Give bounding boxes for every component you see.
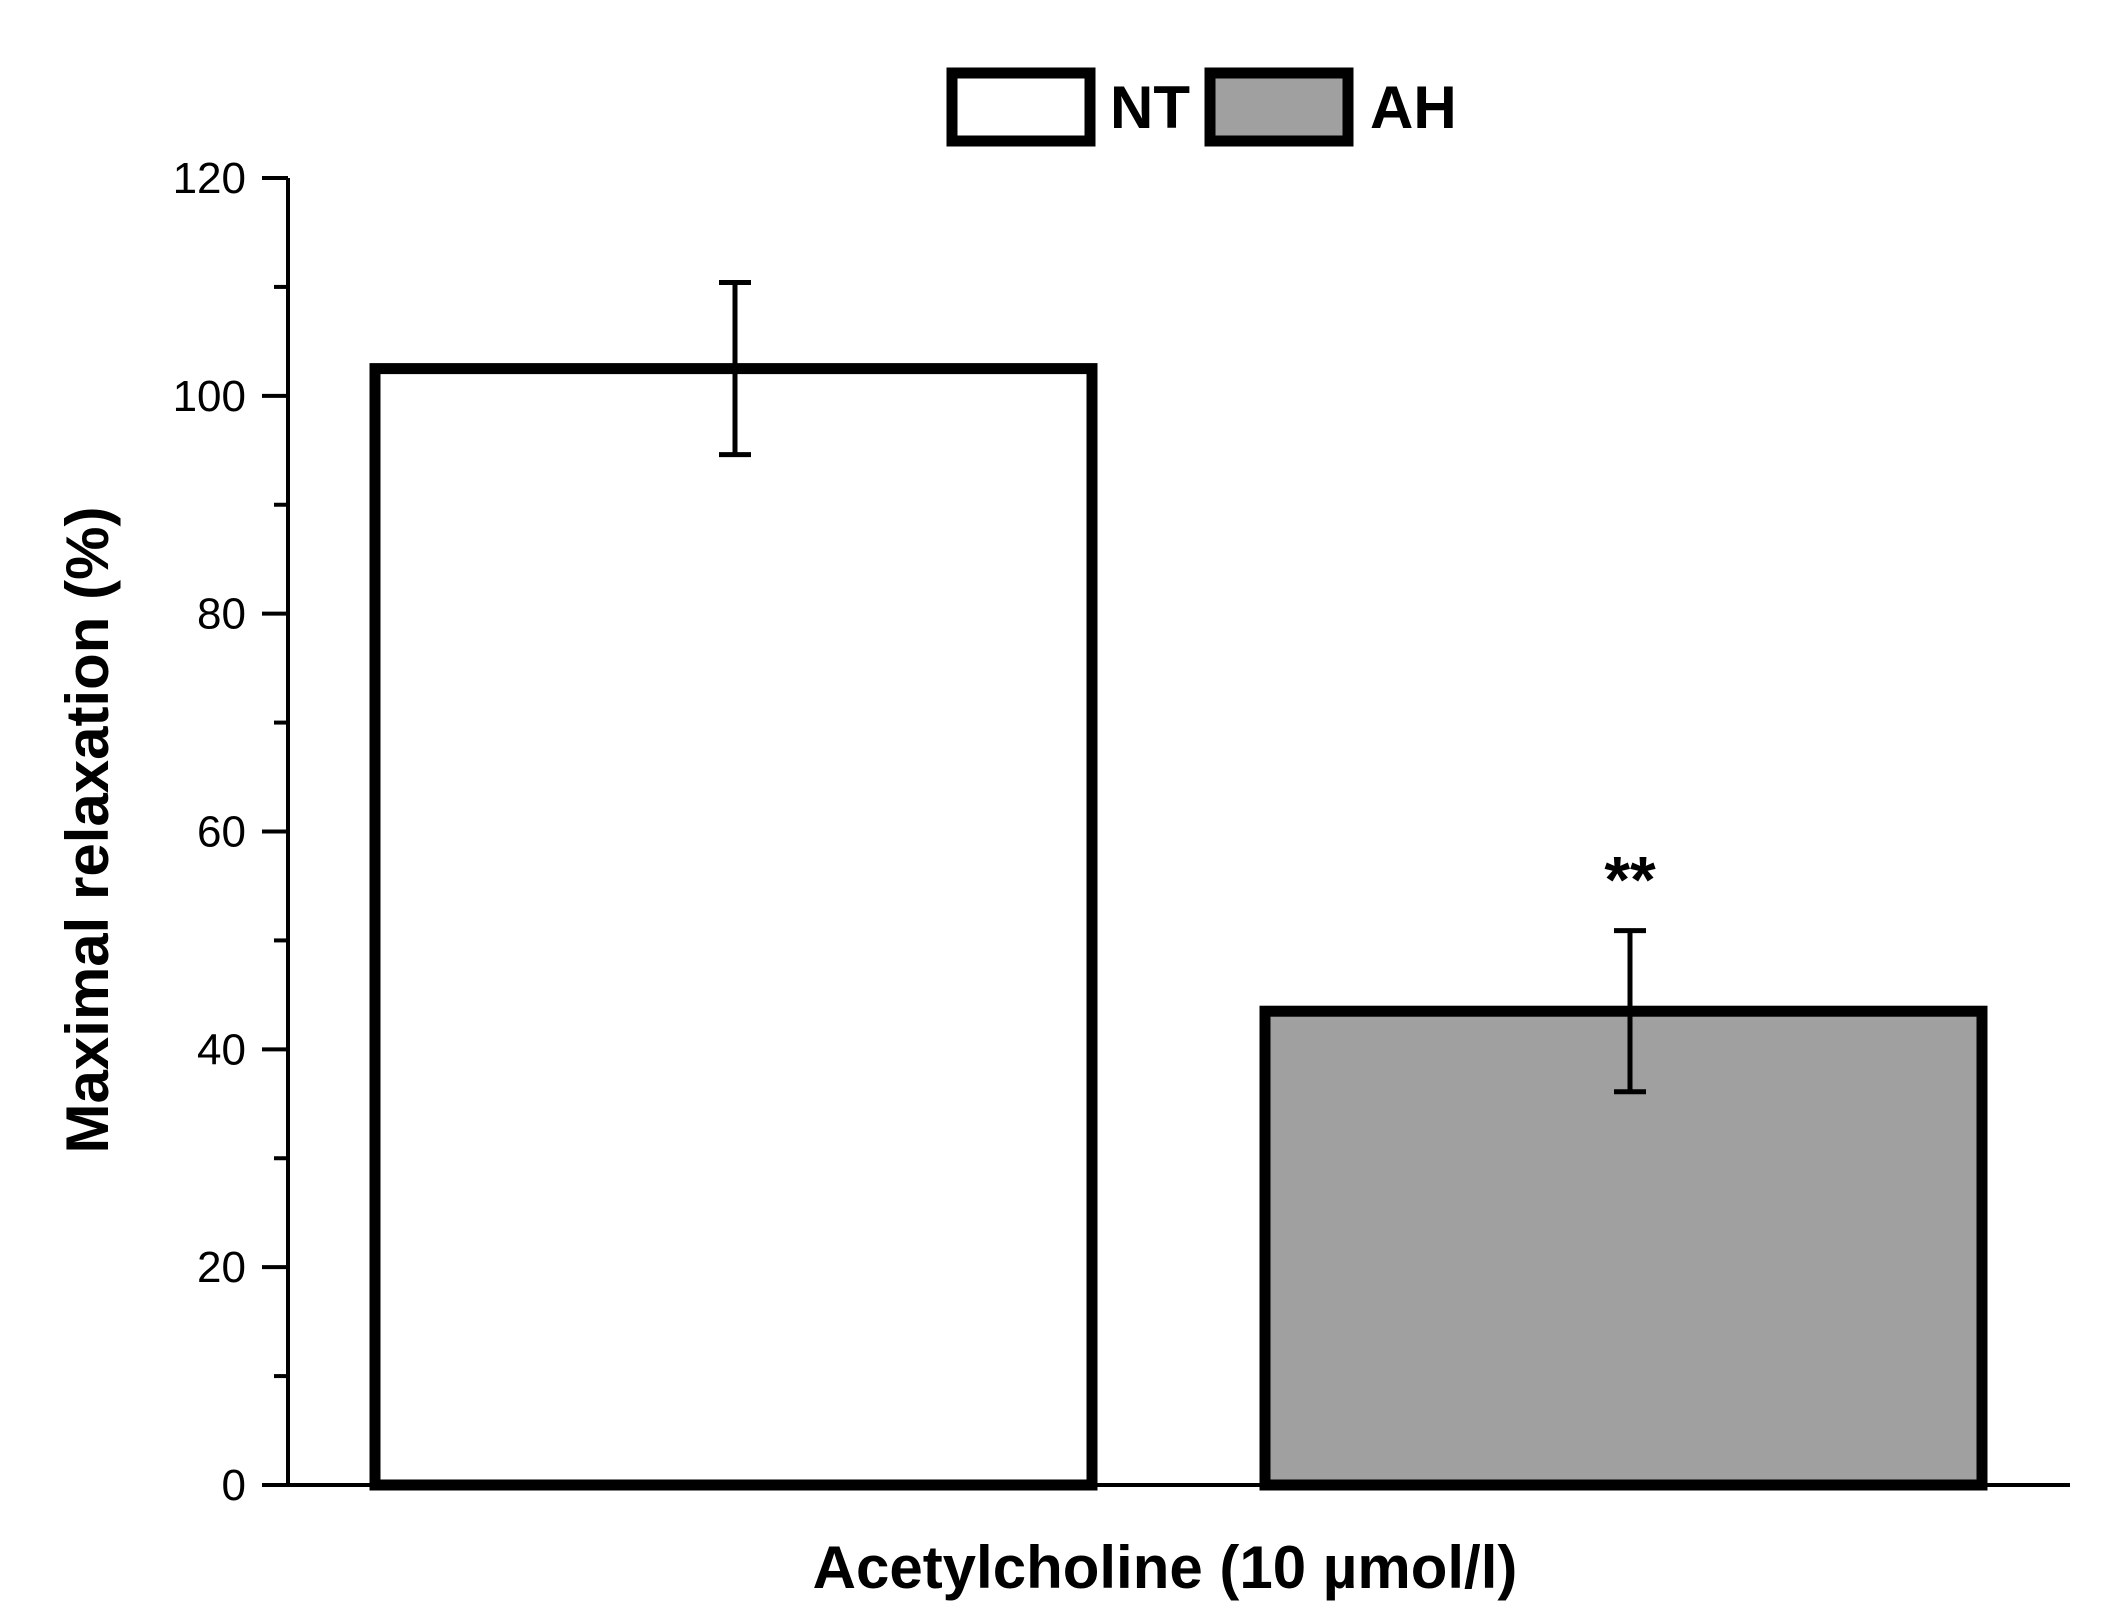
y-tick-label-80: 80 [197, 590, 246, 639]
legend-swatch-nt [946, 67, 1096, 147]
y-tick-label-20: 20 [197, 1243, 246, 1292]
y-tick-label-0: 0 [222, 1461, 246, 1510]
significance-marker: ** [1604, 843, 1656, 917]
legend-swatch-ah [1204, 67, 1354, 147]
y-tick-label-120: 120 [173, 154, 246, 203]
legend-label-ah: AH [1370, 74, 1457, 141]
y-tick-label-100: 100 [173, 372, 246, 421]
y-axis-title: Maximal relaxation (%) [54, 507, 121, 1154]
x-axis-title: Acetylcholine (10 µmol/l) [813, 1534, 1518, 1601]
legend-label-nt: NT [1110, 74, 1190, 141]
bar-ah [1259, 1005, 1988, 1491]
y-tick-label-60: 60 [197, 808, 246, 857]
y-tick-label-40: 40 [197, 1025, 246, 1074]
bar-nt [369, 363, 1098, 1491]
